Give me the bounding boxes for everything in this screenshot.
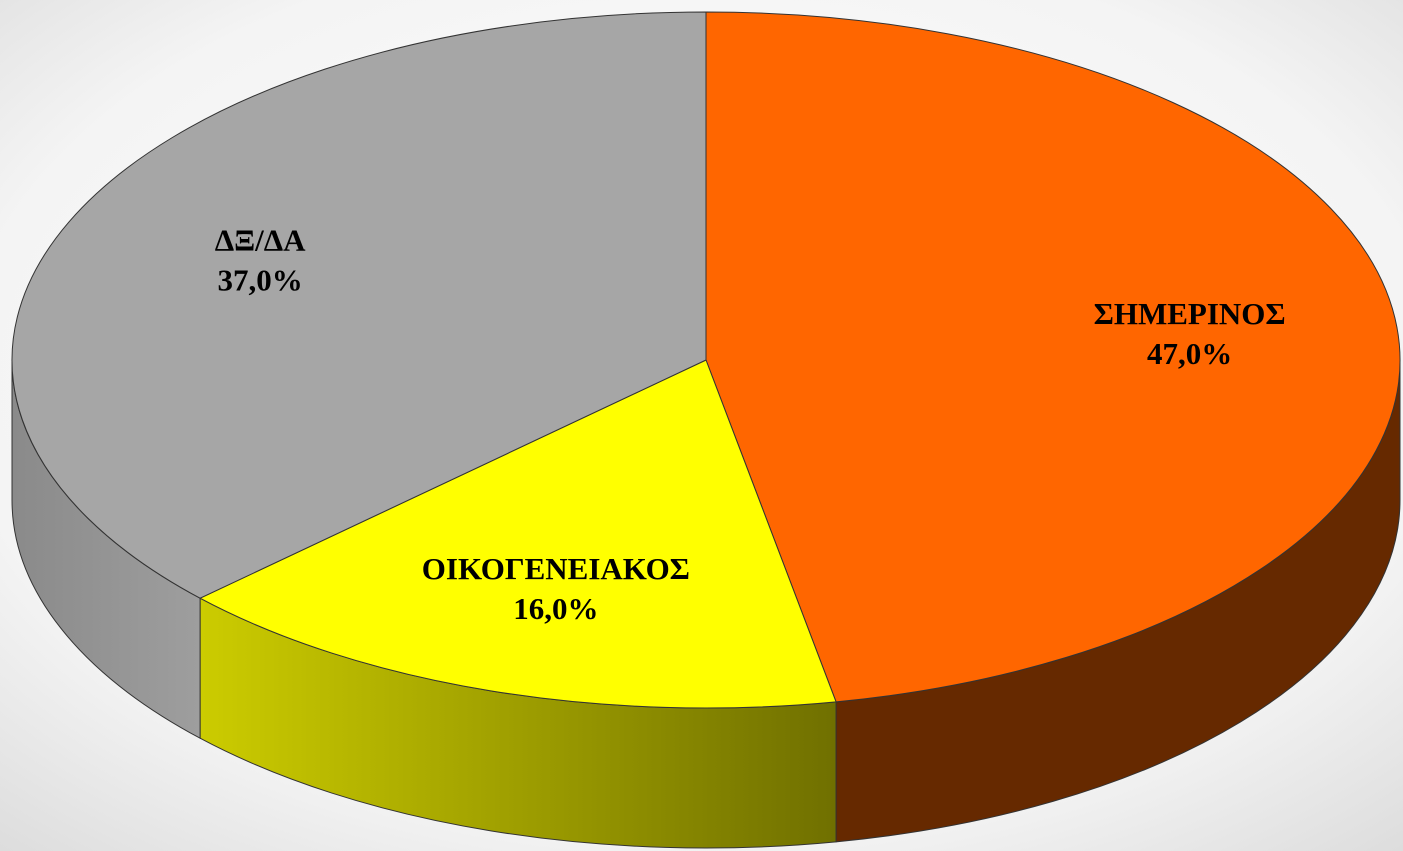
- slice-label: ΟΙΚΟΓΕΝΕΙΑΚΟΣ: [422, 551, 690, 586]
- slice-label: ΣΗΜΕΡΙΝΟΣ: [1094, 296, 1286, 331]
- slice-value-label: 37,0%: [218, 262, 303, 297]
- slice-value-label: 47,0%: [1147, 336, 1232, 371]
- slice: [705, 11, 1401, 703]
- slice-value-label: 16,0%: [513, 591, 598, 626]
- slice-label: ΔΞ/ΔΑ: [215, 222, 306, 257]
- slice: [11, 11, 707, 599]
- slice: [198, 359, 837, 709]
